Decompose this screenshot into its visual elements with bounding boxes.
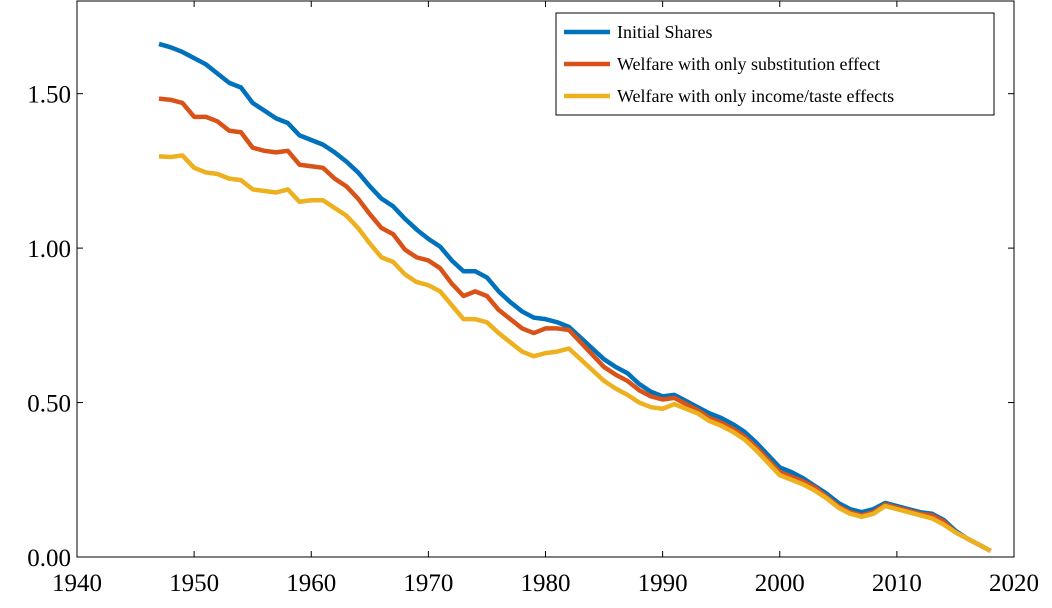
- x-tick-label: 2020: [989, 570, 1039, 597]
- y-tick-label: 1.50: [27, 82, 71, 109]
- legend: Initial Shares Welfare with only substitu…: [555, 12, 995, 116]
- x-tick-label: 1960: [286, 570, 336, 597]
- y-tick-label: 0.00: [27, 545, 71, 572]
- line-series: [158, 153, 992, 553]
- x-tick-label: 1970: [403, 570, 453, 597]
- line-series: [158, 96, 992, 553]
- legend-label: Welfare with only income/taste effects: [617, 86, 894, 106]
- legend-label: Initial Shares: [617, 22, 712, 42]
- y-tick-label: 1.00: [27, 236, 71, 263]
- x-tick-label: 2000: [755, 570, 805, 597]
- x-tick-label: 1980: [521, 570, 571, 597]
- legend-box: [555, 12, 995, 116]
- line-series: [158, 41, 992, 553]
- legend-label: Welfare with only substitution effect: [617, 54, 880, 74]
- x-tick-label: 1950: [169, 570, 219, 597]
- y-tick-label: 0.50: [27, 391, 71, 418]
- x-tick-label: 2010: [872, 570, 922, 597]
- x-tick-label: 1990: [638, 570, 688, 597]
- x-tick-label: 1940: [52, 570, 102, 597]
